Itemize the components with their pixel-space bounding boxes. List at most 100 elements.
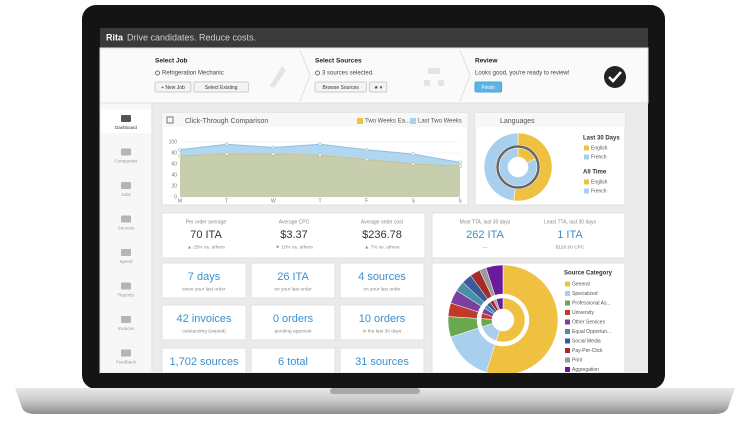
tile-value: 42 invoices bbox=[176, 313, 232, 325]
legend-swatch bbox=[565, 338, 570, 344]
check-mark bbox=[608, 71, 622, 83]
legend-swatch bbox=[357, 118, 363, 124]
button[interactable] bbox=[314, 81, 367, 93]
step-text: Looks good, you're ready to review! bbox=[475, 71, 570, 77]
legend-label: Last Two Weeks bbox=[418, 119, 462, 125]
x-tick-label: T bbox=[225, 198, 228, 204]
panel bbox=[161, 212, 426, 259]
panel bbox=[161, 304, 247, 341]
point bbox=[224, 152, 229, 156]
point bbox=[458, 160, 462, 165]
donut-segment bbox=[495, 297, 504, 310]
stat-note: — bbox=[483, 245, 488, 250]
panel bbox=[339, 304, 425, 341]
sidebar-icon bbox=[121, 249, 131, 256]
panel-header bbox=[162, 113, 468, 127]
tile-value: 7 days bbox=[188, 271, 221, 283]
point bbox=[364, 157, 369, 162]
button-label: Select Existing bbox=[205, 85, 238, 91]
step-title: Select Sources bbox=[315, 58, 362, 65]
step-text: Refrigeration Mechanic bbox=[162, 71, 224, 77]
panel-header bbox=[475, 113, 625, 127]
laptop-notch bbox=[330, 388, 420, 394]
point bbox=[224, 142, 229, 146]
legend-label: English bbox=[591, 179, 608, 185]
sidebar-item: Invoices bbox=[118, 326, 135, 331]
point bbox=[178, 147, 182, 152]
legend-swatch bbox=[565, 329, 570, 334]
expand-icon bbox=[166, 116, 174, 124]
stat-value: 1 ITA bbox=[557, 229, 583, 241]
legend-swatch bbox=[584, 154, 589, 160]
x-tick-label: M bbox=[178, 198, 182, 204]
x-tick-label: W bbox=[271, 198, 276, 204]
legend-label: Pay-Per-Click bbox=[572, 348, 603, 354]
sidebar-icon bbox=[121, 215, 131, 223]
sidebar-item: Spend bbox=[119, 259, 133, 264]
tile-value: 4 sources bbox=[358, 271, 406, 283]
donut-segment bbox=[495, 297, 526, 343]
donut-divider bbox=[477, 294, 529, 346]
point bbox=[411, 152, 416, 156]
button-label: Browse Sources bbox=[322, 85, 359, 91]
stat-note: ▲ 25% vs. others bbox=[187, 244, 225, 250]
donut-segment bbox=[498, 147, 538, 187]
legend-swatch bbox=[565, 348, 570, 353]
panel bbox=[250, 304, 336, 341]
legend-label: English bbox=[591, 145, 608, 151]
bezel-bottom bbox=[100, 373, 648, 388]
point bbox=[364, 147, 369, 152]
stat-value: $236.78 bbox=[362, 229, 402, 241]
y-tick-label: 40 bbox=[171, 172, 177, 178]
chart-title: Languages bbox=[500, 118, 535, 125]
sidebar-item: Companies bbox=[115, 159, 139, 164]
legend-label: Print bbox=[572, 357, 583, 363]
sidebar-item: Reports bbox=[118, 293, 135, 298]
sidebar-item: Sources bbox=[118, 226, 135, 231]
button[interactable] bbox=[474, 81, 503, 93]
legend-label: Social Media bbox=[572, 338, 601, 344]
legend-label: Aggregation bbox=[572, 367, 599, 373]
chart-title: Click-Through Comparison bbox=[185, 118, 268, 125]
sidebar-icon bbox=[121, 282, 131, 290]
legend-swatch bbox=[584, 179, 589, 185]
search-icon bbox=[315, 70, 320, 76]
stat-label: Most TTA, last 30 days bbox=[460, 219, 511, 225]
legend-swatch bbox=[584, 145, 589, 151]
x-tick-label: S bbox=[458, 198, 462, 204]
panel bbox=[431, 212, 626, 259]
tile-note: in the last 30 days bbox=[363, 328, 402, 334]
legend-label: General bbox=[572, 281, 590, 287]
panel bbox=[250, 262, 336, 299]
tile-note: outstanding (unpaid) bbox=[182, 328, 226, 334]
tile-value: 26 ITA bbox=[277, 271, 309, 283]
sidebar-item: Jobs bbox=[121, 192, 131, 197]
button[interactable] bbox=[193, 81, 249, 93]
legend-title: Source Category bbox=[564, 271, 613, 277]
button[interactable] bbox=[368, 81, 388, 93]
sidebar-icon bbox=[121, 316, 131, 323]
legend-label: Equal Opportun... bbox=[572, 329, 611, 335]
legend-label: Two Weeks Ea... bbox=[365, 119, 410, 125]
stat-note: ▲ 7% vs. others bbox=[364, 244, 400, 250]
tile-value: 1,702 sources bbox=[169, 356, 239, 368]
point bbox=[411, 162, 416, 166]
step-dividers bbox=[299, 49, 471, 102]
stat-label: Least TTA, last 30 days bbox=[544, 219, 597, 225]
legend-swatch bbox=[565, 300, 570, 306]
stat-note: ▼ 10% vs. others bbox=[275, 244, 313, 250]
donut-divider bbox=[496, 145, 540, 189]
area bbox=[180, 154, 460, 197]
donut-segment bbox=[483, 132, 519, 202]
tile-value: 31 sources bbox=[355, 356, 409, 368]
tagline: Drive candidates. Reduce costs. bbox=[127, 32, 256, 42]
button[interactable] bbox=[154, 81, 192, 93]
legend-title: All Time bbox=[583, 170, 607, 176]
stat-note: $120.00 CPC bbox=[556, 244, 585, 250]
legend-swatch bbox=[565, 367, 570, 372]
legend-label: Specialized bbox=[572, 291, 598, 297]
stat-value: 262 ITA bbox=[466, 229, 504, 241]
legend-label: Professional As... bbox=[572, 300, 611, 306]
tile-note: on your last order bbox=[363, 286, 401, 292]
